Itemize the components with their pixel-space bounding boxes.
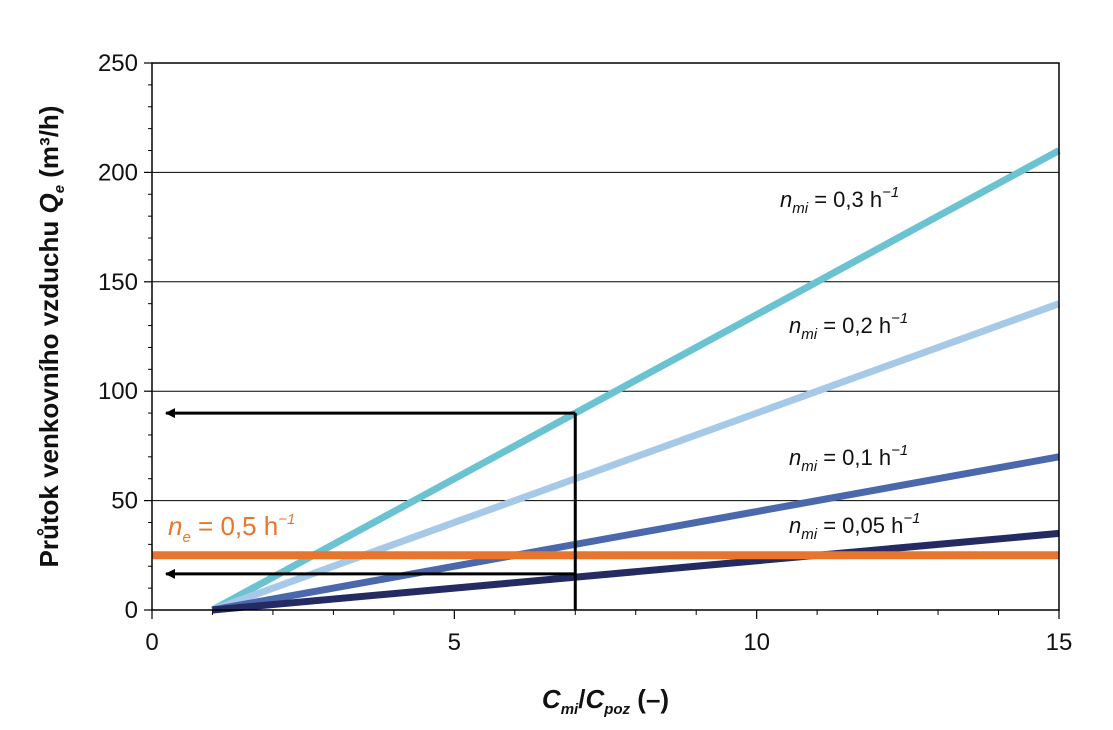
x-tick-label: 10 bbox=[743, 629, 770, 656]
y-tick-label: 200 bbox=[98, 159, 138, 186]
y-tick-label: 100 bbox=[98, 378, 138, 405]
y-tick-label: 250 bbox=[98, 50, 138, 77]
y-axis-title: Průtok venkovního vzduchu Qe (m³/h) bbox=[34, 106, 68, 568]
series-line-3 bbox=[211, 453, 1060, 614]
series-line-4 bbox=[212, 529, 1060, 614]
series-label-4: nmi = 0,05 h−1 bbox=[789, 510, 920, 543]
x-tick-label: 0 bbox=[145, 629, 158, 656]
series-label-3: nmi = 0,1 h−1 bbox=[789, 442, 908, 475]
series-label-2: nmi = 0,2 h−1 bbox=[789, 310, 908, 343]
y-tick-label: 0 bbox=[125, 597, 138, 624]
x-tick-label: 15 bbox=[1046, 629, 1073, 656]
y-tick-label: 150 bbox=[98, 269, 138, 296]
y-tick-label: 50 bbox=[111, 488, 138, 515]
series-line-1 bbox=[210, 147, 1061, 614]
series-line-2 bbox=[211, 300, 1061, 614]
x-tick-label: 5 bbox=[448, 629, 461, 656]
plot-frame bbox=[151, 62, 1060, 611]
axis-ticks bbox=[144, 62, 1060, 619]
annotation-lines bbox=[165, 408, 577, 610]
axis-labels: 0 50 100 150 200 250 0 5 10 15 Cmi/Cpoz (–) Průtok … bbox=[34, 50, 1072, 718]
series-lines bbox=[152, 147, 1061, 614]
series-label-1: nmi = 0,3 h−1 bbox=[780, 184, 899, 217]
x-axis-title: Cmi/Cpoz (–) bbox=[542, 684, 669, 718]
series-labels: nmi = 0,3 h−1 nmi = 0,2 h−1 nmi = 0,1 h−1 n… bbox=[168, 184, 920, 546]
reference-line-label: ne = 0,5 h−1 bbox=[168, 511, 295, 546]
gridlines bbox=[152, 171, 1059, 502]
